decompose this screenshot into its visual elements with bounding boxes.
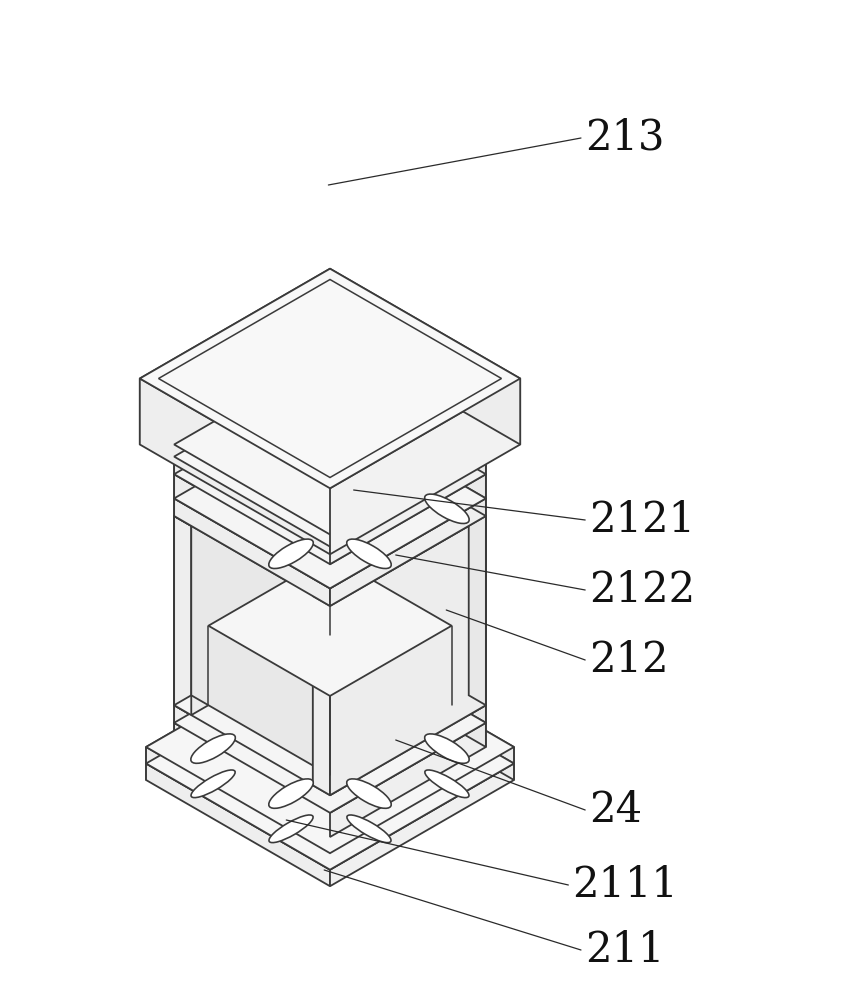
Polygon shape	[330, 355, 486, 457]
Polygon shape	[174, 426, 330, 705]
Polygon shape	[174, 384, 486, 564]
Ellipse shape	[269, 539, 313, 569]
Polygon shape	[174, 367, 330, 474]
Ellipse shape	[347, 779, 392, 808]
Polygon shape	[330, 723, 486, 837]
Ellipse shape	[425, 770, 469, 798]
Polygon shape	[313, 436, 469, 715]
Polygon shape	[330, 764, 514, 886]
Polygon shape	[146, 641, 330, 764]
Polygon shape	[174, 633, 486, 813]
Polygon shape	[209, 635, 451, 775]
Polygon shape	[174, 384, 330, 498]
Polygon shape	[313, 426, 330, 625]
Polygon shape	[330, 516, 486, 795]
Ellipse shape	[347, 815, 391, 843]
Polygon shape	[174, 705, 330, 813]
Polygon shape	[140, 269, 520, 488]
Ellipse shape	[424, 734, 469, 763]
Polygon shape	[146, 657, 514, 870]
Polygon shape	[174, 355, 486, 534]
Ellipse shape	[191, 734, 236, 763]
Polygon shape	[174, 498, 330, 606]
Polygon shape	[174, 355, 330, 457]
Polygon shape	[174, 615, 486, 795]
Polygon shape	[209, 556, 451, 696]
Polygon shape	[174, 474, 330, 588]
Polygon shape	[330, 657, 514, 780]
Polygon shape	[191, 436, 347, 715]
Ellipse shape	[269, 779, 313, 808]
Ellipse shape	[191, 770, 235, 798]
Ellipse shape	[424, 494, 469, 524]
Polygon shape	[330, 596, 347, 795]
Polygon shape	[330, 426, 486, 705]
Polygon shape	[191, 506, 347, 785]
Polygon shape	[174, 615, 330, 723]
Polygon shape	[313, 596, 330, 795]
Polygon shape	[330, 747, 514, 870]
Polygon shape	[330, 498, 486, 606]
Text: 24: 24	[589, 789, 642, 831]
Polygon shape	[174, 516, 191, 715]
Polygon shape	[174, 516, 330, 795]
Polygon shape	[174, 426, 347, 526]
Polygon shape	[313, 506, 486, 606]
Polygon shape	[174, 408, 330, 516]
Polygon shape	[146, 747, 330, 870]
Polygon shape	[330, 269, 520, 444]
Polygon shape	[330, 384, 486, 498]
Polygon shape	[174, 367, 486, 547]
Polygon shape	[146, 764, 330, 886]
Polygon shape	[146, 641, 514, 853]
Polygon shape	[174, 457, 330, 564]
Polygon shape	[330, 641, 514, 764]
Polygon shape	[313, 426, 486, 526]
Polygon shape	[330, 457, 486, 564]
Polygon shape	[330, 633, 486, 747]
Polygon shape	[469, 506, 486, 705]
Polygon shape	[174, 408, 486, 588]
Polygon shape	[174, 506, 191, 705]
Ellipse shape	[347, 539, 392, 569]
Polygon shape	[174, 633, 330, 747]
Text: 213: 213	[585, 117, 664, 159]
Polygon shape	[469, 516, 486, 715]
Polygon shape	[313, 506, 469, 785]
Polygon shape	[330, 615, 486, 723]
Polygon shape	[330, 444, 486, 547]
Text: 211: 211	[585, 929, 664, 971]
Text: 2122: 2122	[589, 569, 695, 611]
Text: 2121: 2121	[589, 499, 695, 541]
Polygon shape	[174, 506, 347, 606]
Polygon shape	[330, 378, 520, 554]
Polygon shape	[140, 378, 330, 554]
Polygon shape	[174, 723, 330, 837]
Ellipse shape	[269, 815, 313, 843]
Text: 2111: 2111	[573, 864, 679, 906]
Text: 212: 212	[589, 639, 669, 681]
Polygon shape	[330, 705, 486, 813]
Polygon shape	[330, 474, 486, 588]
Polygon shape	[330, 408, 486, 516]
Polygon shape	[330, 367, 486, 474]
Polygon shape	[146, 657, 330, 780]
Polygon shape	[140, 269, 330, 444]
Polygon shape	[174, 444, 330, 547]
Polygon shape	[330, 426, 347, 625]
